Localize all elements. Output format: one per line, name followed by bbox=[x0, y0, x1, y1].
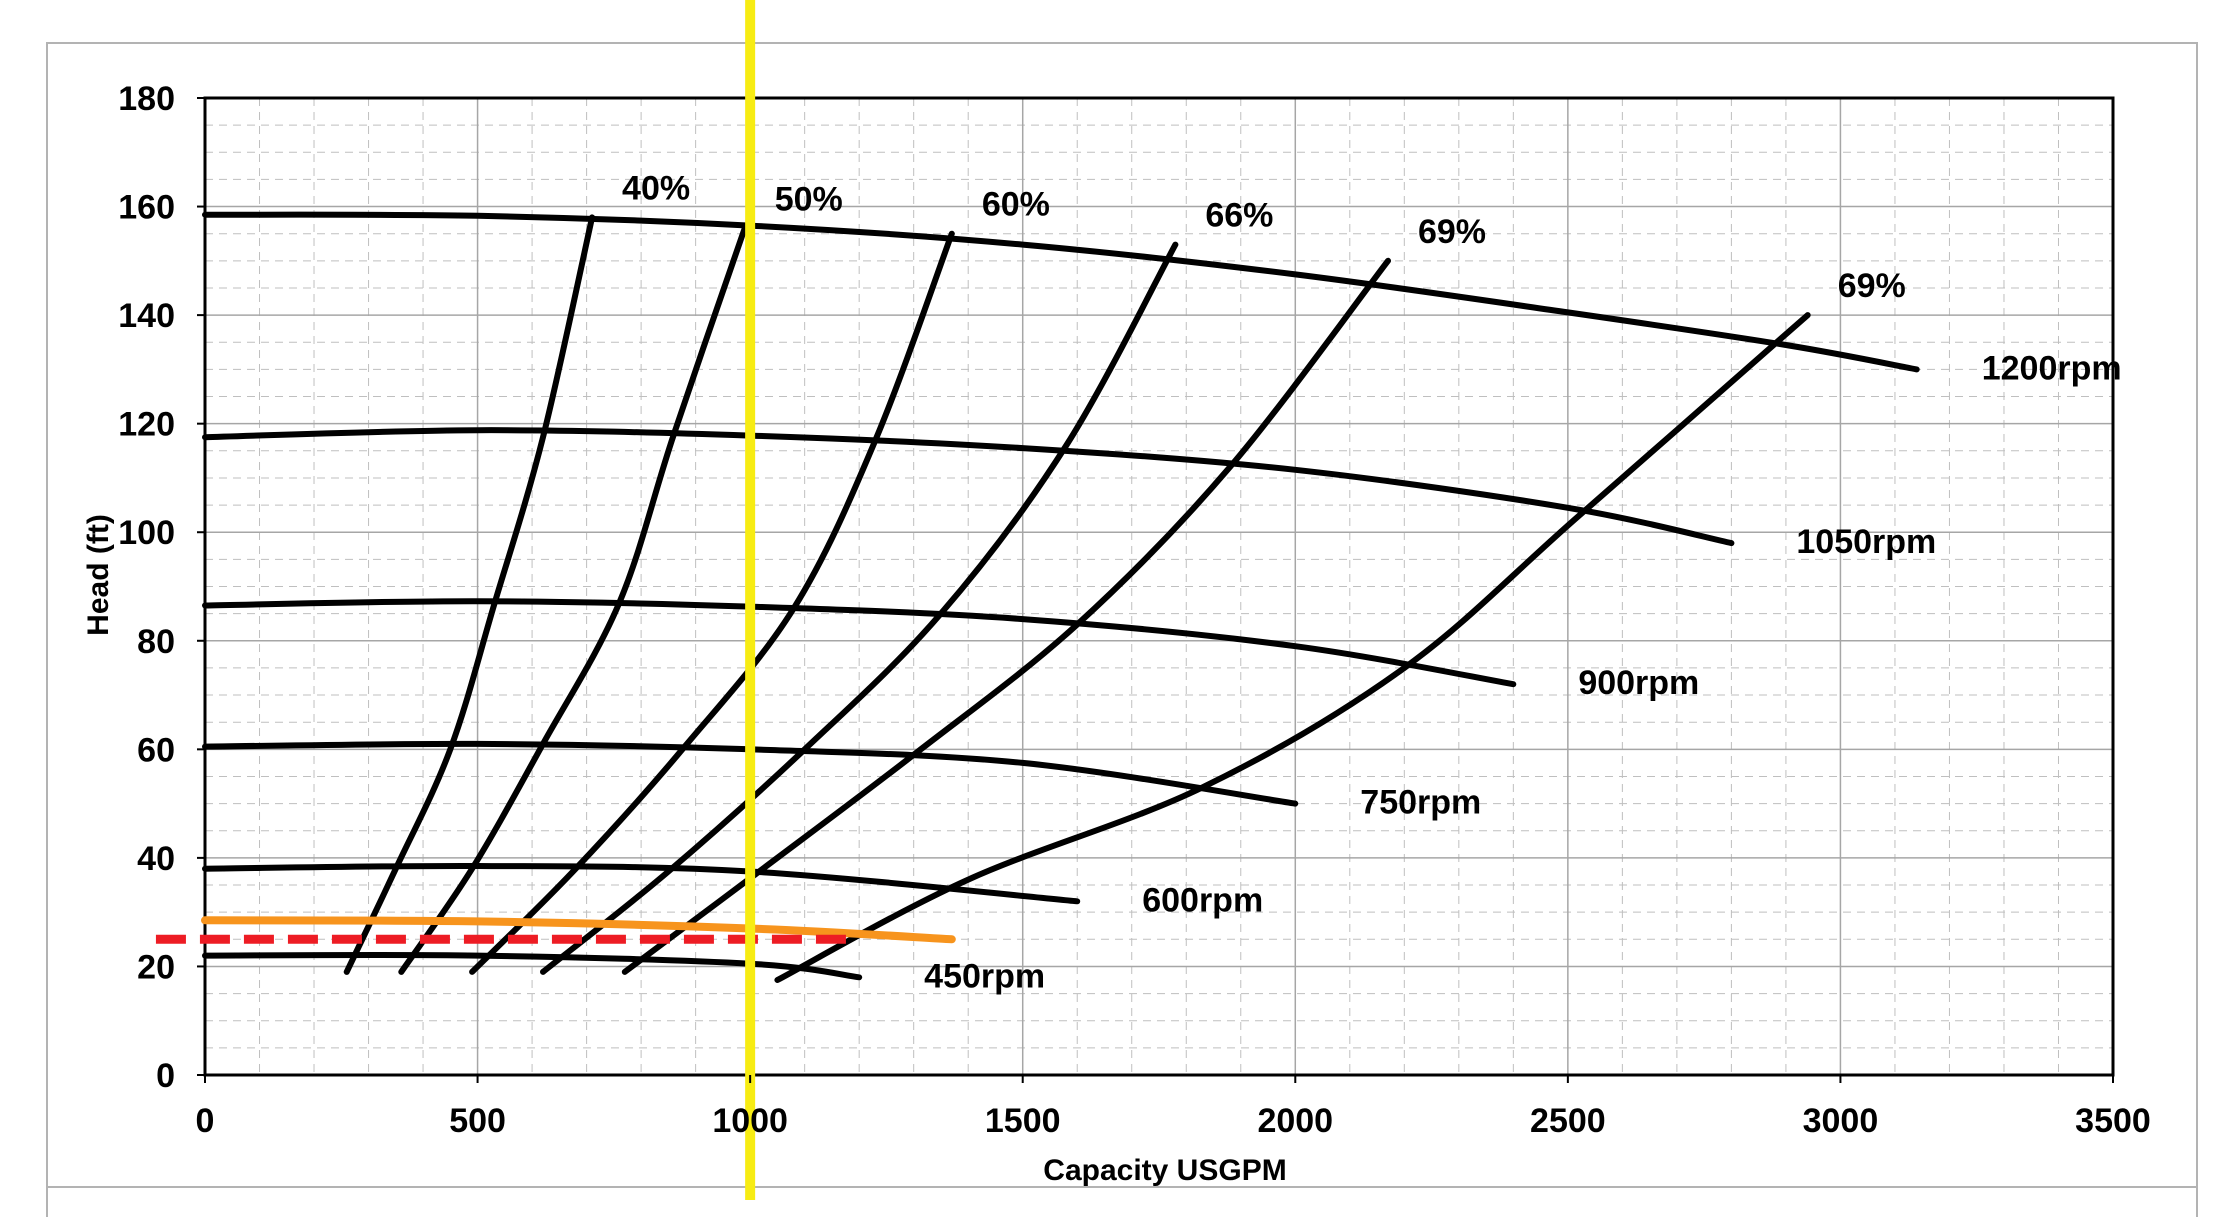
efficiency-curve-label: 40% bbox=[622, 169, 690, 207]
system-curve-orange bbox=[201, 916, 956, 944]
x-axis-title: Capacity USGPM bbox=[1043, 1154, 1286, 1187]
y-tick-label: 0 bbox=[156, 1057, 175, 1095]
efficiency-curve-0 bbox=[343, 214, 596, 975]
efficiency-curve-5 bbox=[774, 312, 1811, 983]
y-tick-label: 140 bbox=[118, 297, 175, 335]
plot-area-border bbox=[203, 96, 2115, 1077]
x-tick-label: 3000 bbox=[1803, 1102, 1879, 1140]
x-tick-label: 1500 bbox=[985, 1102, 1061, 1140]
speed-curve-label: 750rpm bbox=[1360, 784, 1481, 822]
x-tick-label: 2500 bbox=[1530, 1102, 1606, 1140]
curves-layer bbox=[202, 211, 1920, 983]
speed-curve-900rpm bbox=[202, 598, 1517, 688]
y-tick-label: 180 bbox=[118, 80, 175, 118]
y-tick-label: 160 bbox=[118, 189, 175, 227]
efficiency-curve-label: 60% bbox=[982, 186, 1050, 224]
efficiency-curve-label: 50% bbox=[775, 180, 843, 218]
x-tick-label: 0 bbox=[196, 1102, 215, 1140]
efficiency-curve-label: 66% bbox=[1205, 197, 1273, 235]
efficiency-curve-label: 69% bbox=[1838, 267, 1906, 305]
labels-layer: 1200rpm 1050rpm 900rpm 750rpm 600rpm 450rpm 40… bbox=[622, 169, 2122, 995]
speed-curve-label: 900rpm bbox=[1578, 664, 1699, 702]
grid-layer bbox=[204, 97, 2114, 1076]
speed-curve-label: 600rpm bbox=[1142, 881, 1263, 919]
annotation-layer bbox=[155, 0, 956, 1200]
speed-curve-1200rpm bbox=[202, 211, 1920, 373]
x-tick-label: 3500 bbox=[2075, 1102, 2151, 1140]
outer-frame bbox=[46, 42, 2198, 1222]
y-tick-label: 120 bbox=[118, 406, 175, 444]
speed-curve-label: 450rpm bbox=[924, 957, 1045, 995]
y-tick-label: 100 bbox=[118, 514, 175, 552]
y-axis-title: Head (ft) bbox=[82, 514, 115, 636]
y-tick-label: 20 bbox=[137, 948, 175, 986]
speed-curve-label: 1050rpm bbox=[1796, 523, 1936, 561]
x-tick-label: 1000 bbox=[712, 1102, 788, 1140]
efficiency-curve-label: 69% bbox=[1418, 213, 1486, 251]
efficiency-curve-1 bbox=[398, 225, 748, 975]
y-tick-label: 80 bbox=[137, 623, 175, 661]
x-tick-label: 500 bbox=[449, 1102, 506, 1140]
efficiency-curve-4 bbox=[621, 257, 1391, 975]
axis-layer: Capacity USGPM Head (ft) 0 500 1000 1500 200… bbox=[82, 80, 2151, 1187]
x-tick-label: 2000 bbox=[1257, 1102, 1333, 1140]
speed-curve-label: 1200rpm bbox=[1982, 349, 2122, 387]
y-tick-label: 40 bbox=[137, 840, 175, 878]
efficiency-curve-3 bbox=[540, 241, 1179, 975]
speed-curve-1050rpm bbox=[202, 427, 1735, 547]
y-tick-label: 60 bbox=[137, 731, 175, 769]
